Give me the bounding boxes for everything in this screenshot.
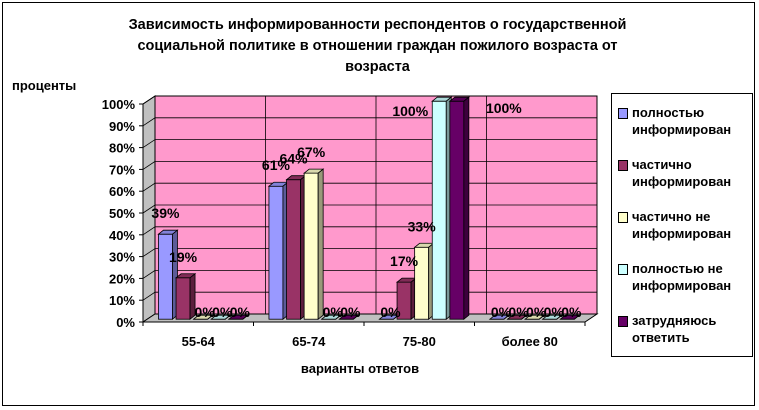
bar-side	[189, 272, 196, 321]
y-axis-label: проценты	[12, 78, 77, 93]
bar-side	[225, 314, 231, 320]
y-gridline	[142, 95, 597, 105]
bar	[286, 179, 301, 320]
data-label: 17%	[390, 253, 419, 269]
y-tick-label: 80%	[109, 141, 135, 156]
chart-legend: полностью информирован частично информир…	[611, 93, 753, 357]
y-tick-label: 50%	[109, 206, 135, 221]
legend-swatch	[618, 212, 628, 223]
legend-label: затрудняюсь ответить	[632, 313, 717, 345]
y-tick-label: 100%	[102, 97, 136, 112]
y-tick-label: 90%	[109, 119, 135, 134]
y-tick-label: 10%	[109, 293, 135, 308]
bar-side	[521, 314, 527, 320]
bar-side	[556, 314, 562, 320]
x-tick-label: 65-74	[292, 334, 326, 349]
legend-swatch	[618, 316, 628, 327]
legend-label: полностью не информирован	[632, 261, 732, 293]
chart-title-line-2: социальной политике в отношении граждан …	[137, 38, 618, 54]
y-tick-label: 40%	[109, 228, 135, 243]
bar-side	[317, 168, 324, 321]
bar-side	[503, 314, 510, 320]
data-label: 0%	[544, 304, 565, 320]
chart-title-line-3: возраста	[345, 59, 410, 75]
legend-label: полностью информирован	[632, 105, 732, 137]
bar	[158, 233, 173, 320]
data-label: 0%	[380, 304, 401, 320]
bar-side	[353, 314, 359, 320]
bar-side	[207, 314, 213, 320]
y-tick-label: 20%	[109, 271, 135, 286]
data-label: 0%	[230, 304, 251, 320]
legend-swatch	[618, 108, 628, 119]
data-label: 0%	[561, 304, 582, 320]
data-label: 39%	[151, 205, 180, 221]
data-label: 0%	[212, 304, 233, 320]
data-label: 0%	[195, 304, 216, 320]
y-tick-label: 70%	[109, 162, 135, 177]
chart-frame	[2, 2, 755, 406]
legend-label: частично информирован	[632, 157, 732, 189]
data-label: 100%	[486, 100, 522, 116]
bar	[449, 100, 465, 320]
x-tick-label: 75-80	[403, 334, 436, 349]
legend-swatch	[618, 160, 628, 171]
data-label: 0%	[323, 304, 344, 320]
bar	[303, 172, 319, 320]
bar-side	[335, 314, 341, 320]
bar-side	[538, 314, 545, 320]
x-axis-label: варианты ответов	[300, 361, 420, 376]
data-label: 67%	[297, 144, 326, 160]
x-tick-label: более 80	[502, 334, 558, 349]
data-label: 0%	[340, 304, 361, 320]
x-tick-label: 55-64	[182, 334, 216, 349]
legend-label: частично не информирован	[632, 209, 732, 241]
bar-side	[463, 96, 470, 321]
bar-side	[574, 314, 580, 320]
bar	[268, 185, 284, 320]
data-label: 0%	[526, 304, 547, 320]
legend-swatch	[618, 264, 628, 275]
chart-title-line-1: Зависимость информированности респондент…	[128, 17, 627, 33]
y-tick-label: 60%	[109, 184, 135, 199]
data-label: 0%	[491, 304, 512, 320]
data-label: 61%	[262, 157, 291, 173]
y-tick-label: 30%	[109, 250, 135, 265]
data-label: 33%	[408, 218, 437, 234]
data-label: 64%	[280, 151, 309, 167]
y-tick-label: 0%	[116, 315, 135, 330]
bar	[431, 100, 447, 320]
data-label: 100%	[392, 103, 428, 119]
data-label: 19%	[169, 249, 198, 265]
data-label: 0%	[508, 304, 529, 320]
bar	[175, 277, 191, 320]
bar-side	[242, 314, 249, 320]
